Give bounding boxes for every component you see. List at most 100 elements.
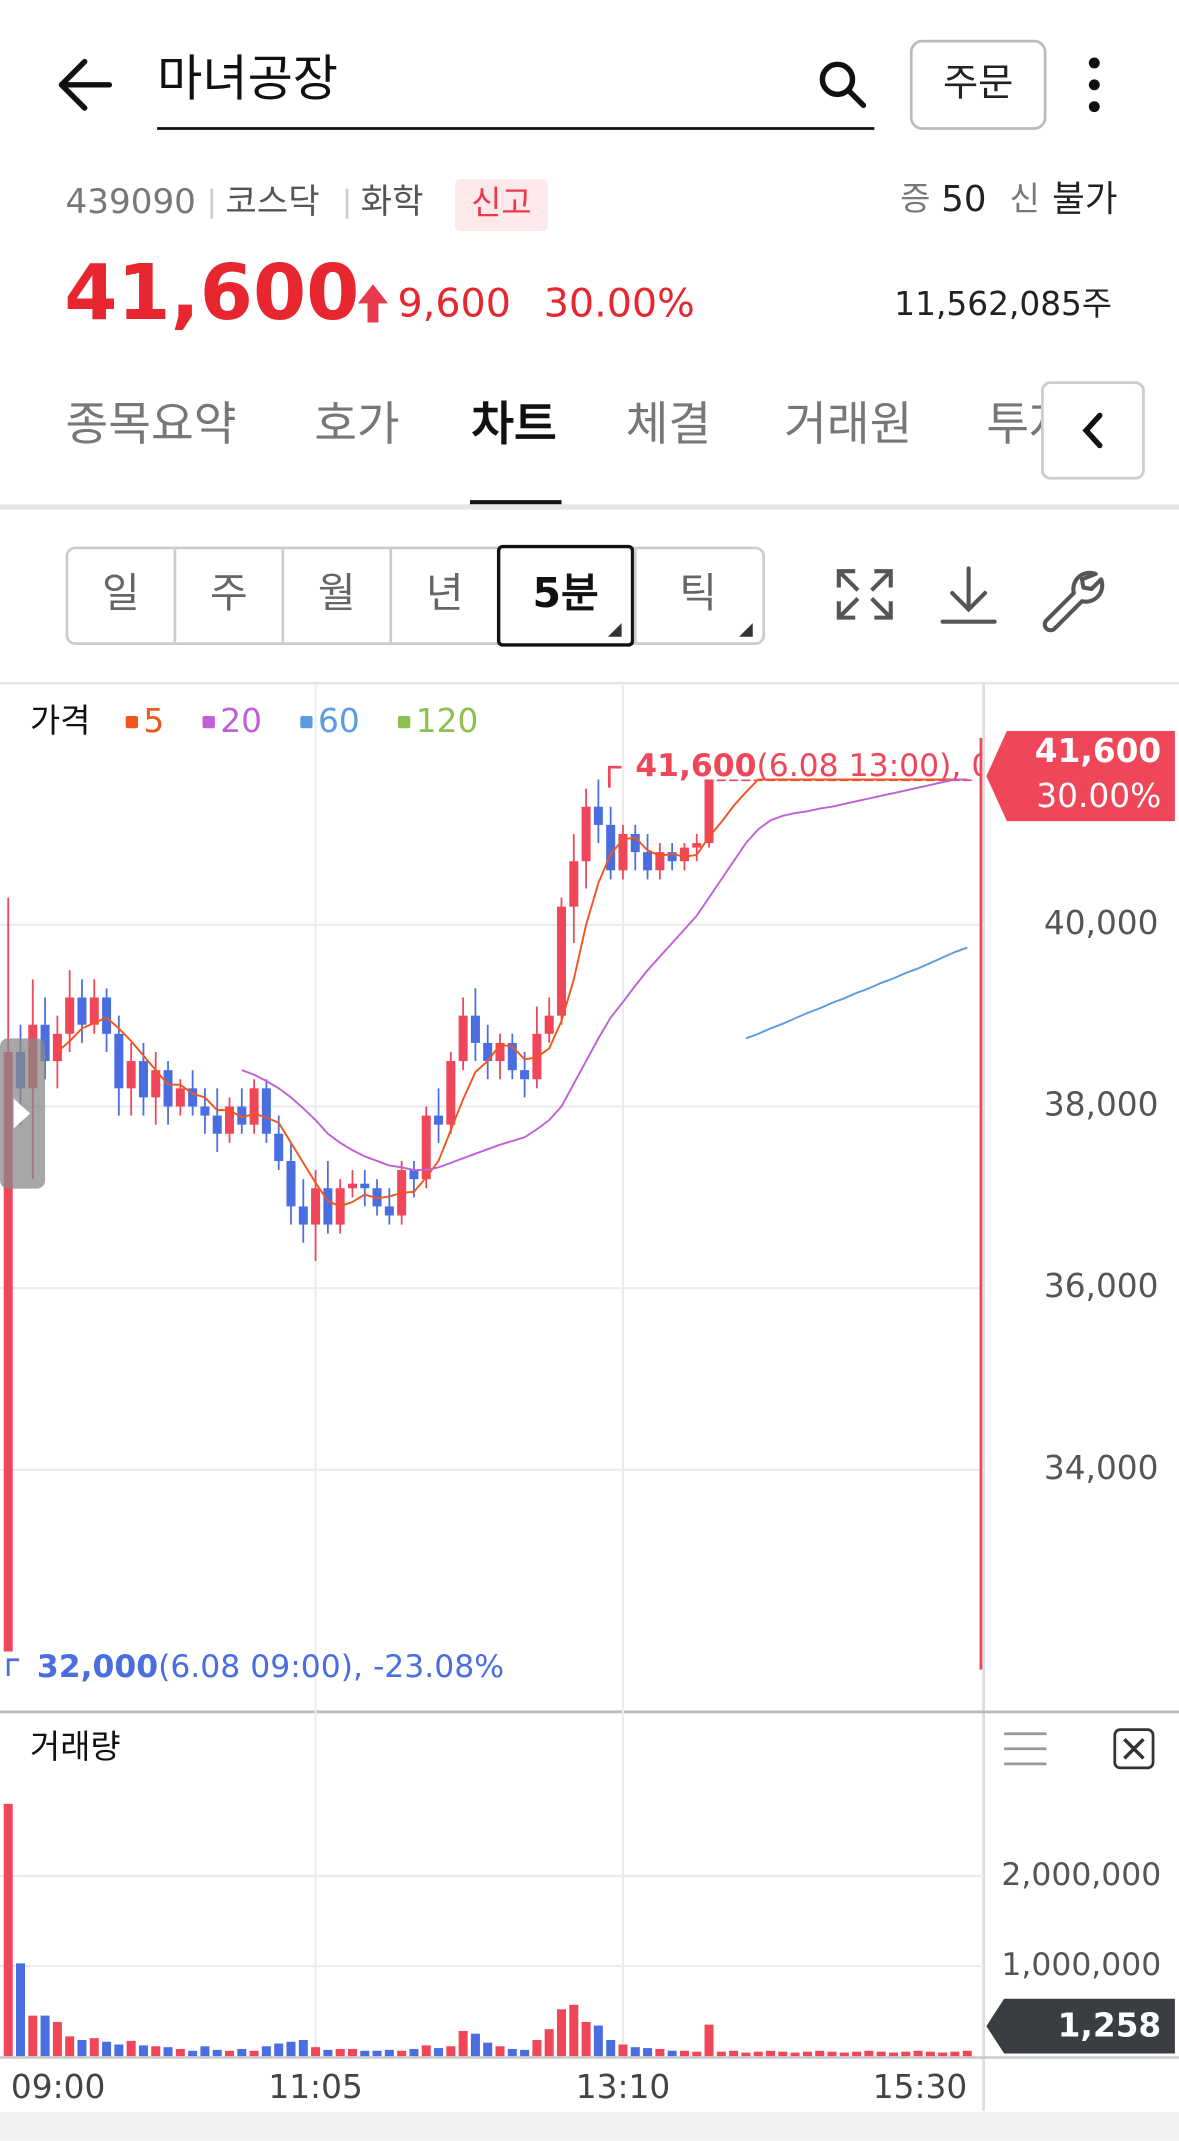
fullscreen-icon[interactable] [836,569,893,620]
volume-bar [298,2039,308,2057]
volume-bar [950,2051,960,2057]
price-tag [986,731,1175,822]
x-tick-label: 09:00 [11,2068,105,2106]
candle-body [77,997,87,1025]
volume-bar [225,2050,235,2057]
legend-label: 20 [220,702,262,740]
settings-icon[interactable] [1042,570,1105,633]
candle-body [3,1051,13,1652]
period-option[interactable]: 틱 [679,569,717,617]
legend: 5 20 60 120 [125,702,479,740]
candle-body [65,997,75,1034]
volume-bar [335,2048,345,2057]
candle-body [569,861,579,907]
period-option[interactable]: 5분 [532,569,598,617]
volume-bar [593,2025,603,2057]
tab[interactable]: 체결 [626,397,711,451]
volume-bar [286,2041,296,2057]
candle-body [360,1183,370,1189]
volume-bar [311,2047,321,2057]
tab[interactable]: 투자자 [986,397,1114,451]
period-option[interactable]: 일 [102,569,140,617]
volume-tag-value: 1,258 [1058,2006,1162,2044]
volume-bar [544,2029,554,2057]
search-text[interactable]: 마녀공장 [157,50,338,108]
y-tick-label: 38,000 [1044,1085,1159,1123]
active-tab-indicator [469,500,562,507]
volume-menu-icon[interactable] [1004,1732,1047,1766]
volume-bar [15,1963,26,2057]
candle-body [741,779,751,782]
volume-bar [692,2051,702,2057]
volume-bar [3,1803,13,2057]
volume-bar [212,2049,222,2057]
volume-bar [766,2050,776,2057]
candle-body [274,1133,284,1161]
low-marker [6,1658,20,1677]
candle-body [237,1106,247,1125]
period-option[interactable]: 월 [318,569,356,617]
volume-bar [384,2049,394,2057]
volume-plot [3,1803,972,2057]
axes: 34,000 36,000 38,000 40,000 1,000,000 2,000,0… [11,904,1161,2106]
tab[interactable]: 호가 [314,397,399,451]
candle-body [138,1061,148,1098]
volume-bar [372,2050,382,2057]
volume-bar [679,2050,689,2057]
candle-body [175,1088,185,1107]
volume-bar [753,2051,763,2057]
price-tag-pct: 30.00% [1036,777,1161,815]
search-icon[interactable] [819,61,867,109]
volume-bar [815,2050,825,2057]
x-tick-label: 13:10 [576,2068,670,2106]
candle-body [692,843,702,848]
ma-line [56,778,968,1208]
volume-bar [249,2050,259,2057]
stock-market: 코스닥 [225,182,319,222]
volume-bar [569,2004,579,2057]
candle-body [286,1160,296,1207]
order-button-label[interactable]: 주문 [943,60,1013,105]
volume-bar [200,2046,210,2057]
candle-body [151,1070,161,1098]
volume-bar [40,2015,50,2057]
period-option[interactable]: 주 [210,569,248,617]
volume-bar [778,2051,788,2057]
volume-bar [888,2052,898,2057]
volume-bar [163,2047,173,2057]
volume-bar [175,2048,185,2057]
download-icon[interactable] [940,566,997,624]
tab[interactable]: 거래원 [784,397,912,451]
candle-body [581,806,591,862]
volume-bar [77,2039,87,2057]
tab[interactable]: 종목요약 [66,397,237,451]
legend-swatch [202,715,215,729]
volume-bar [102,2041,112,2057]
candle-body [188,1088,198,1107]
tab-scroll-button[interactable] [1041,381,1145,480]
candle-body [102,997,112,1034]
volume-bar [618,2044,628,2057]
y-tick-label: 34,000 [1044,1449,1159,1487]
tab[interactable]: 차트 [471,397,556,451]
volume-bar [114,2044,124,2057]
candle-body [347,1183,357,1189]
candle-body [716,779,726,782]
candle-body [249,1088,259,1125]
corner-mark [739,623,753,637]
volume-bar [852,2051,862,2057]
volume-bar [901,2051,911,2057]
volume-bar [667,2050,677,2057]
candle-body [495,1042,505,1062]
candle-body [323,1188,333,1225]
order-button[interactable] [909,39,1047,130]
period-option[interactable]: 년 [426,569,464,617]
volume-bar [802,2051,812,2057]
volume-bar [507,2048,517,2057]
more-menu[interactable] [1088,57,1100,113]
volume-bar [704,2024,714,2057]
legend-label: 120 [416,702,479,740]
candle-body [655,852,665,871]
back-button[interactable] [58,58,113,111]
candle-body [212,1115,222,1134]
